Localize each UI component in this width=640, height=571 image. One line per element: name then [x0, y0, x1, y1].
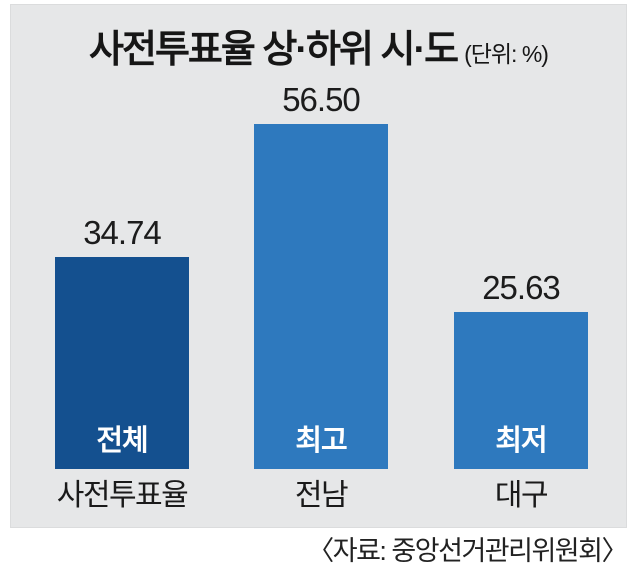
- bar-value-label: 56.50: [282, 81, 361, 118]
- bar-chart: 전체 34.74 사전투표율 최고 56.50 전남 최저 25.63 대구: [11, 5, 626, 527]
- chart-title-text: 사전투표율 상·하위 시·도: [89, 29, 459, 71]
- chart-title: 사전투표율 상·하위 시·도 (단위: %): [11, 18, 626, 73]
- bar-value-label: 34.74: [83, 214, 162, 251]
- bar-highest: 최고: [254, 124, 388, 469]
- source-credit: 〈자료: 중앙선거관리위원회〉: [307, 536, 628, 566]
- bar-tag-label: 최저: [495, 425, 547, 457]
- bar-category-label: 전남: [294, 479, 349, 512]
- bar-category-label: 대구: [494, 479, 549, 512]
- bar-tag-label: 전체: [96, 425, 148, 457]
- chart-unit-label: (단위: %): [464, 41, 549, 67]
- bar-lowest: 최저: [454, 312, 588, 469]
- bar-tag-label: 최고: [295, 425, 347, 457]
- bar-category-label: 사전투표율: [56, 479, 189, 512]
- bar-overall: 전체: [55, 257, 189, 469]
- bar-value-label: 25.63: [482, 269, 561, 306]
- chart-panel: 사전투표율 상·하위 시·도 (단위: %) 전체 34.74 사전투표율 최고 56.5…: [10, 4, 627, 528]
